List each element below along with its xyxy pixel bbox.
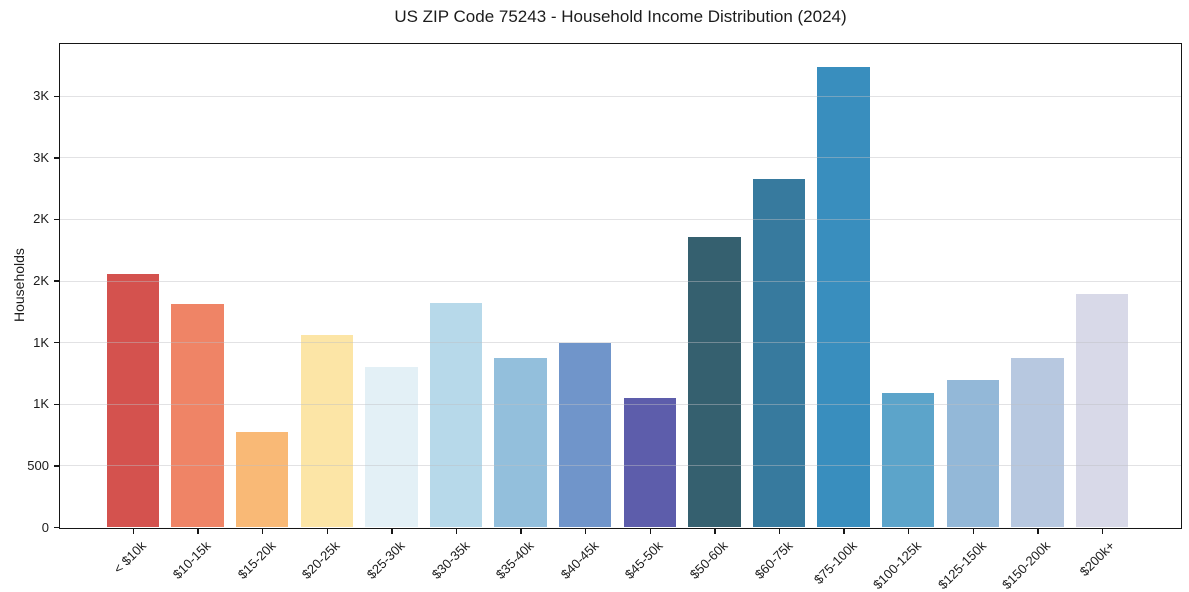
bar-50-60k (688, 237, 741, 527)
y-tick-label: 1K (33, 334, 49, 350)
x-tick-mark (262, 529, 264, 534)
y-tick-mark (54, 95, 59, 97)
x-tick-label: $60-75k (751, 538, 796, 582)
x-tick-mark (391, 529, 393, 534)
x-tick-mark (326, 529, 328, 534)
bar-125-150k (946, 380, 1000, 527)
x-tick-label: $45-50k (622, 538, 666, 582)
bar-10k (106, 274, 160, 527)
bar-10-15k (171, 303, 224, 527)
bar-15-20k (235, 432, 289, 527)
x-tick-mark (455, 529, 458, 534)
x-tick-label: < $10k (110, 538, 150, 577)
x-tick-mark (972, 529, 974, 534)
bar-100-125k (881, 393, 935, 527)
x-tick-mark (520, 529, 522, 534)
bar-20-25k (300, 335, 354, 527)
bar-25-30k (365, 367, 418, 527)
bar-30-35k (429, 302, 483, 527)
x-tick-mark (908, 529, 910, 534)
y-tick-mark (54, 280, 59, 282)
y-gridline (60, 95, 1181, 97)
y-tick-mark (54, 526, 59, 529)
y-tick-mark (54, 218, 59, 221)
x-tick-mark (197, 529, 199, 534)
x-tick-label: $15-20k (234, 538, 279, 582)
y-tick-mark (54, 465, 59, 467)
bar-40-45k (558, 343, 612, 527)
bar-200k (1075, 293, 1129, 527)
y-tick-label: 2K (33, 273, 49, 289)
bar-45-50k (623, 397, 677, 527)
x-tick-mark (714, 529, 716, 534)
y-tick-mark (54, 403, 59, 405)
x-tick-label: $25-30k (363, 538, 408, 582)
y-tick-mark (54, 157, 59, 159)
x-tick-label: $35-40k (492, 538, 537, 582)
x-tick-label: $40-45k (557, 538, 602, 582)
bar-60-75k (752, 178, 806, 527)
plot-area (59, 43, 1182, 529)
y-tick-label: 3K (33, 88, 49, 104)
y-tick-mark (54, 341, 59, 344)
y-tick-label: 2K (33, 211, 49, 227)
x-tick-label: $200k+ (1077, 538, 1119, 580)
y-gridline (60, 342, 1181, 344)
y-tick-label: 1K (33, 396, 49, 412)
x-tick-mark (843, 529, 845, 534)
x-tick-label: $10-15k (169, 538, 214, 582)
y-gridline (60, 280, 1181, 282)
y-gridline (60, 218, 1181, 220)
y-gridline (60, 157, 1181, 159)
y-tick-label: 500 (27, 457, 49, 473)
x-tick-mark (778, 529, 781, 534)
x-tick-mark (649, 529, 651, 534)
x-tick-label: $150-200k (999, 538, 1054, 592)
x-tick-mark (1037, 529, 1039, 534)
bar-150-200k (1011, 357, 1064, 527)
y-tick-label: 0 (41, 519, 49, 535)
bar-75-100k (817, 66, 870, 527)
x-tick-label: $20-25k (299, 538, 343, 582)
x-tick-label: $30-35k (428, 538, 473, 582)
y-tick-label: 3K (33, 149, 49, 165)
x-tick-mark (1101, 529, 1104, 534)
x-tick-mark (132, 529, 135, 534)
bar-35-40k (494, 357, 547, 527)
x-tick-label: $125-150k (934, 538, 989, 592)
x-tick-label: $50-60k (686, 538, 731, 582)
chart-title: US ZIP Code 75243 - Household Income Dis… (394, 7, 847, 26)
x-tick-label: $75-100k (810, 538, 860, 587)
x-tick-mark (585, 529, 587, 534)
x-tick-label: $100-125k (870, 538, 925, 592)
